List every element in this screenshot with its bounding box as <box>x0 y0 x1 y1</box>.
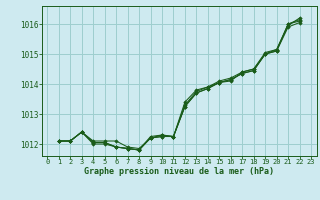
X-axis label: Graphe pression niveau de la mer (hPa): Graphe pression niveau de la mer (hPa) <box>84 167 274 176</box>
